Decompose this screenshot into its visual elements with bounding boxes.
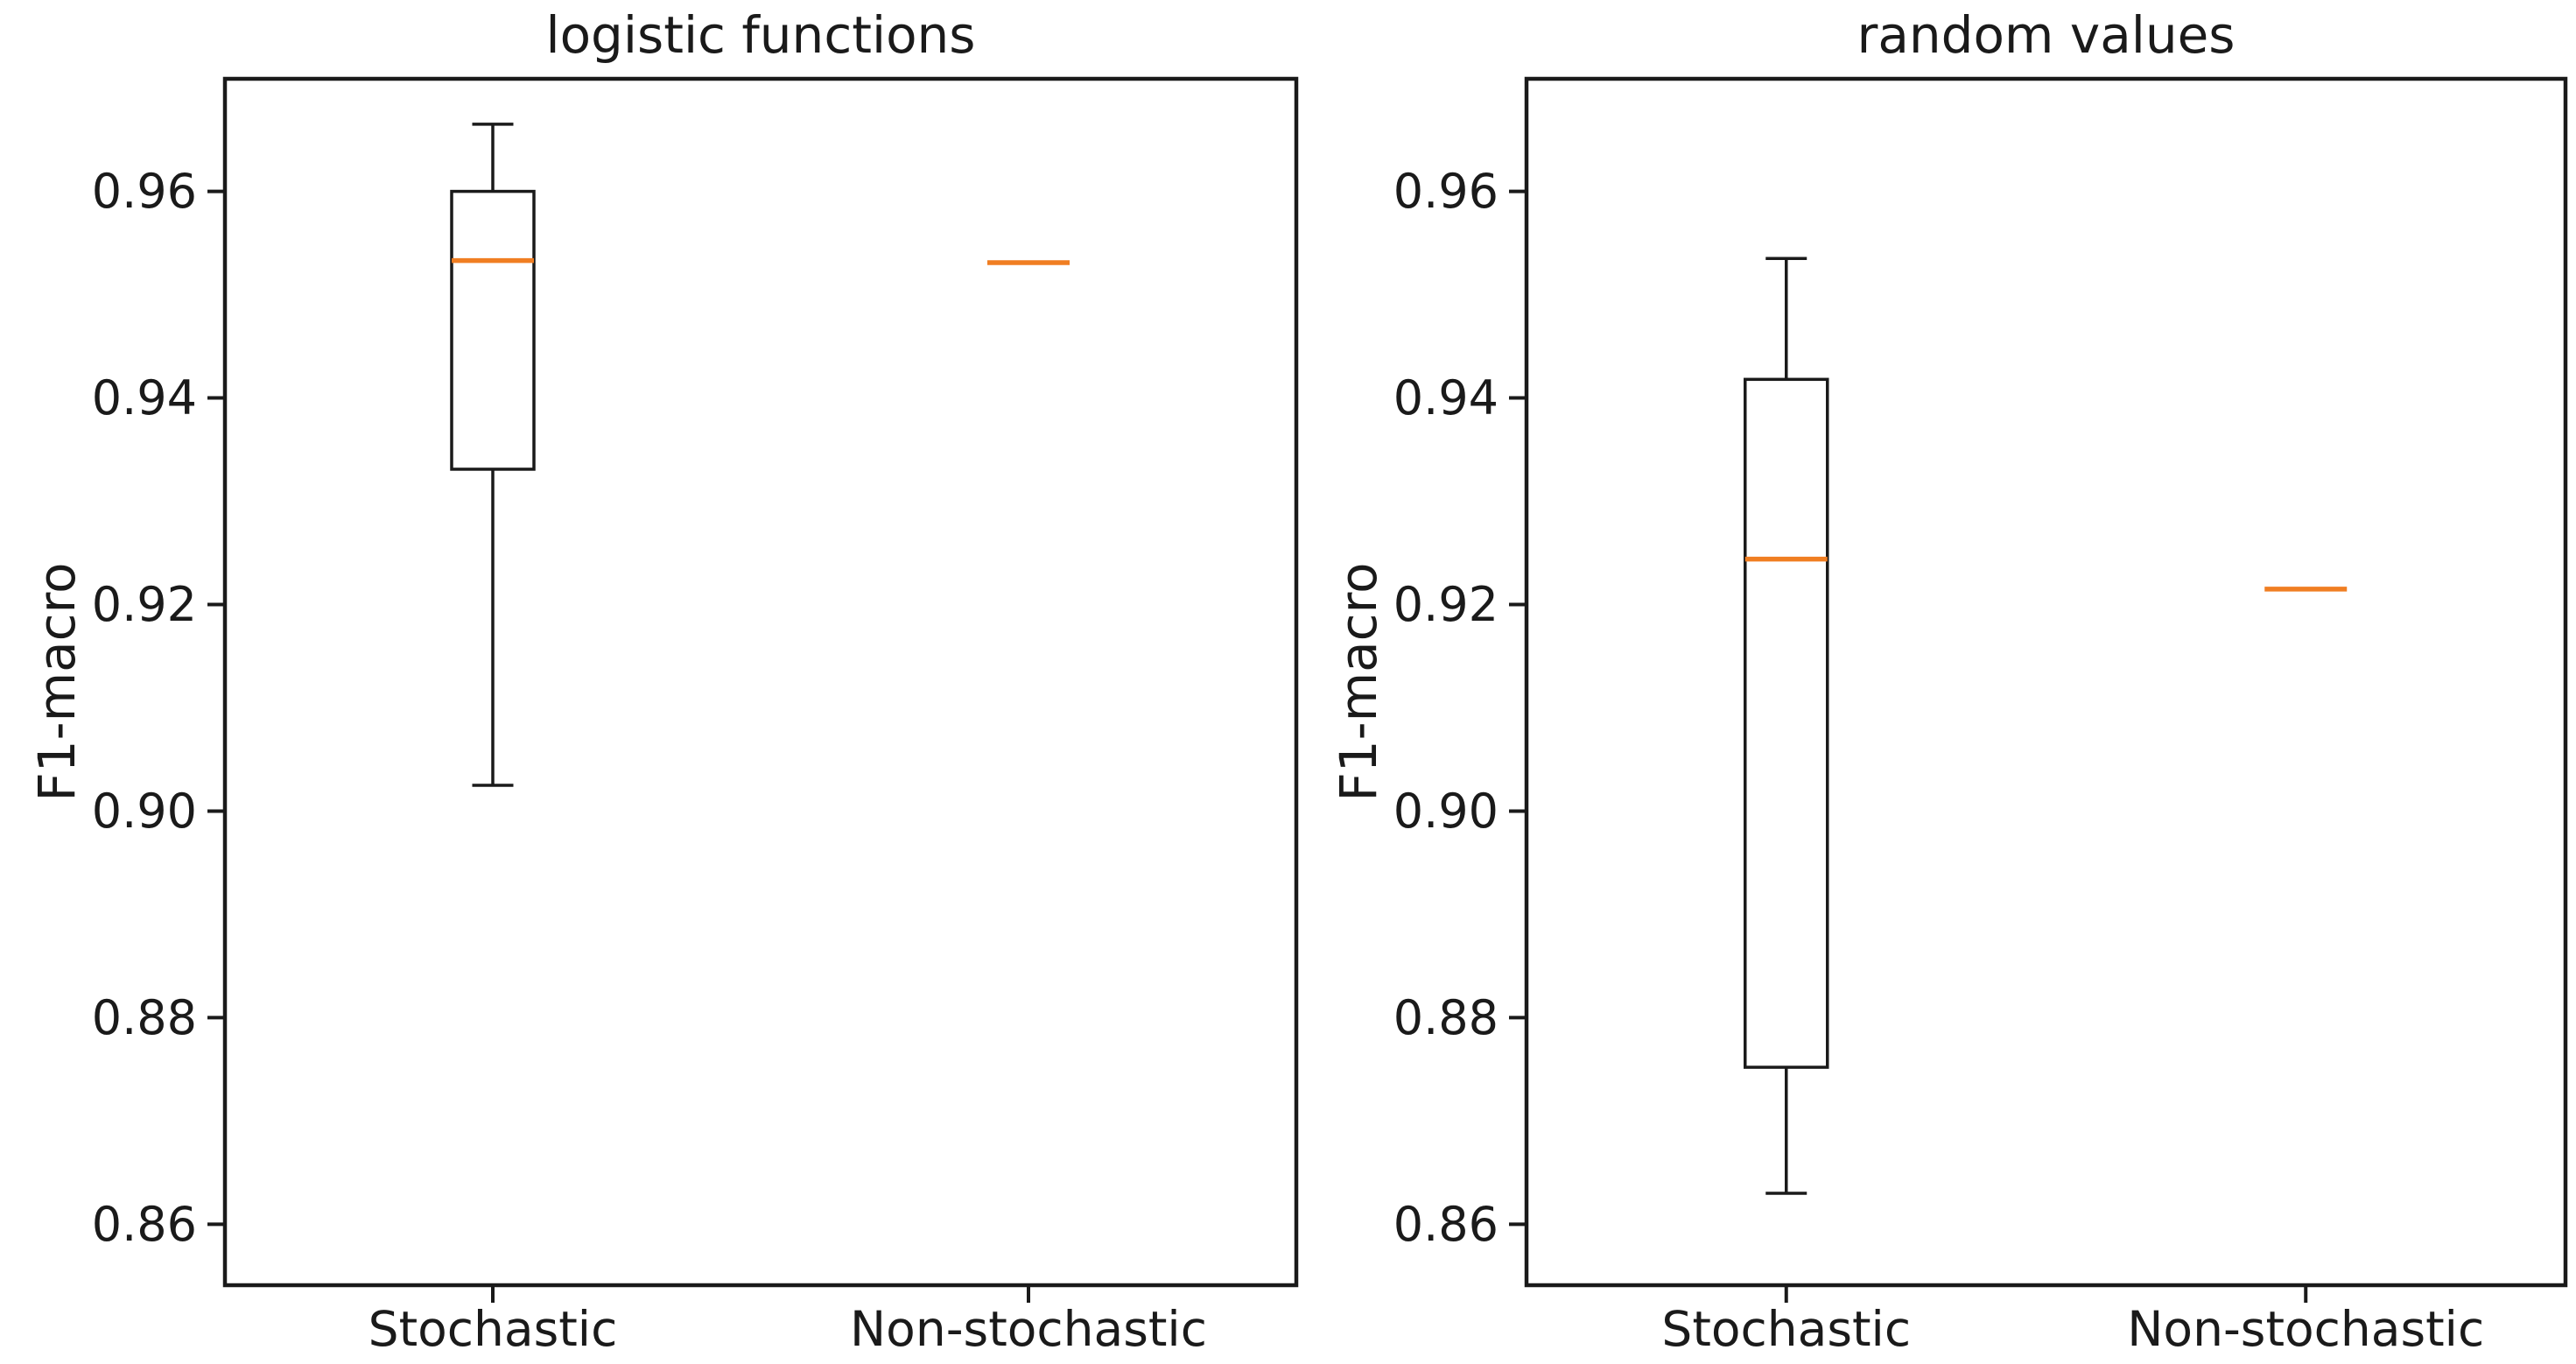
y-tick-label: 0.86	[1393, 1197, 1499, 1252]
y-tick-label: 0.96	[92, 164, 197, 219]
y-tick-label: 0.90	[92, 784, 197, 839]
y-axis-label: F1-macro	[1329, 562, 1388, 802]
y-tick-label: 0.92	[1393, 577, 1499, 632]
y-tick-label: 0.86	[92, 1197, 197, 1252]
y-axis-label: F1-macro	[27, 562, 87, 802]
y-tick-label: 0.94	[1393, 370, 1499, 425]
x-tick-label-non-stochastic: Non-stochastic	[2127, 1301, 2485, 1357]
box-stochastic	[450, 189, 536, 471]
panel-title: random values	[1857, 5, 2236, 65]
panel-title: logistic functions	[545, 5, 976, 65]
x-tick-label-stochastic: Stochastic	[368, 1301, 618, 1357]
axes-frame	[1524, 76, 2568, 1288]
y-tick-label: 0.88	[92, 990, 197, 1045]
x-tick-label-stochastic: Stochastic	[1661, 1301, 1912, 1357]
box-stochastic	[1744, 377, 1829, 1069]
y-tick-label: 0.92	[92, 577, 197, 632]
y-tick-label: 0.96	[1393, 164, 1499, 219]
x-tick-label-non-stochastic: Non-stochastic	[850, 1301, 1207, 1357]
axes-frame	[222, 76, 1299, 1288]
y-tick-label: 0.88	[1393, 990, 1499, 1045]
y-tick-label: 0.90	[1393, 784, 1499, 839]
y-tick-label: 0.94	[92, 370, 197, 425]
